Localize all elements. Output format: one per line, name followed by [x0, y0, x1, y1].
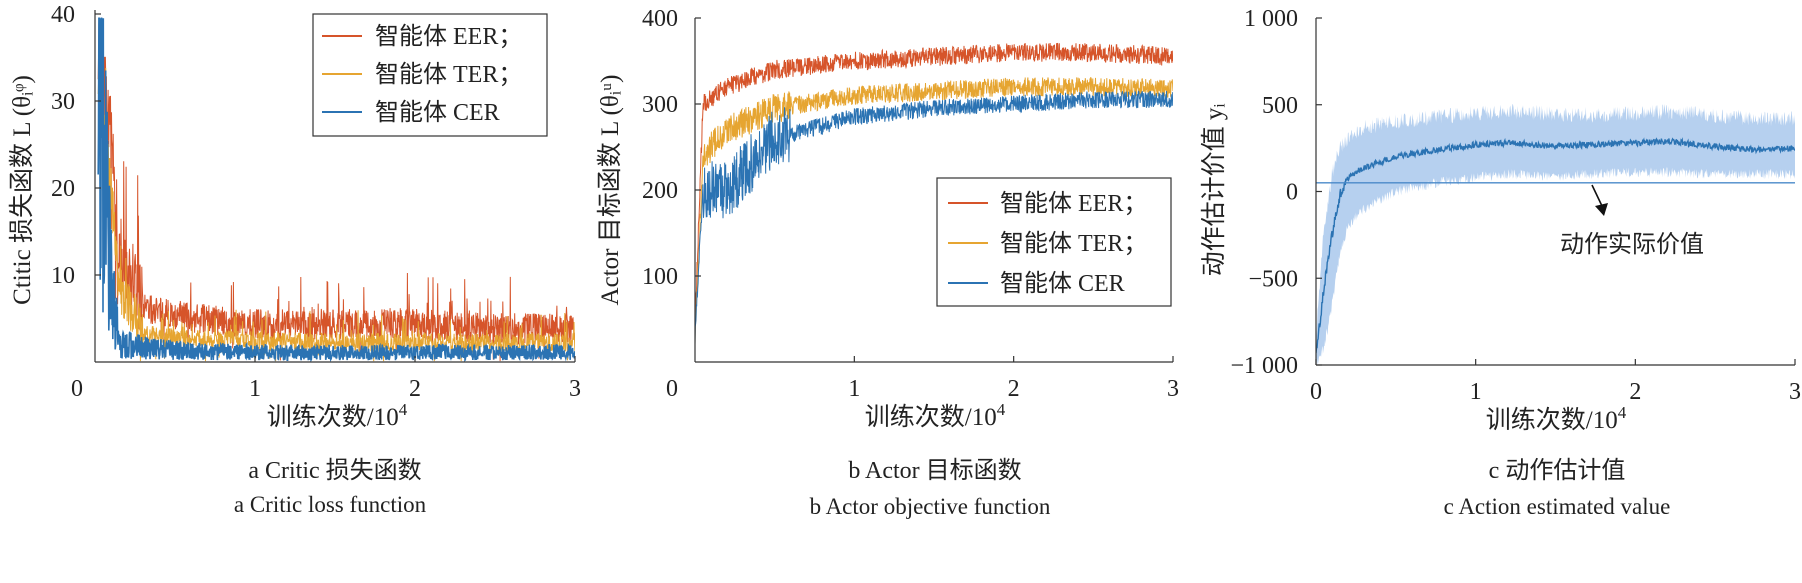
panel-c-action-estimate: 0 1 2 3 −1 000 −500 0 500 1 000 训练次数/104 动作估计价值 …: [1200, 6, 1801, 519]
panel-0-y-tick-label: 10: [51, 263, 75, 289]
panel-0-x-tick-label: 1: [249, 376, 261, 402]
panel-a-caption-en: a Critic loss function: [234, 492, 427, 517]
panel-a-caption-cn: a Critic 损失函数: [248, 457, 421, 484]
panel-2-x-tick-label: 0: [1310, 379, 1322, 405]
panel-b-series-0: [695, 42, 1173, 338]
panel-c-annotation-arrow-line: [1591, 184, 1603, 207]
panel-2-y-tick-label: 500: [1262, 93, 1298, 119]
panel-a-critic-loss: 1 2 3 10 20 30 40 0 训练次数/104 Ctitic 损失函数 L (θᵢ…: [8, 2, 581, 517]
panel-0-y-tick-label: 20: [51, 176, 75, 202]
panel-a-plot-area: [97, 17, 575, 362]
panel-a-series-0: [97, 22, 575, 362]
panel-b-actor-objective: 1 2 3 100 200 300 400 0 训练次数/104 Actor 目标函数 L …: [596, 6, 1179, 519]
panel-c-caption-en: c Action estimated value: [1444, 494, 1671, 519]
panel-1-x-tick-label: 3: [1167, 376, 1179, 402]
panel-c-series-line: [1316, 137, 1795, 354]
panel-1-x-tick-label: 1: [848, 376, 860, 402]
panel-0-x-tick-label: 3: [569, 376, 581, 402]
panel-b-caption-cn: b Actor 目标函数: [848, 457, 1021, 484]
panel-2-y-tick-label: −500: [1248, 266, 1298, 292]
panel-c-plot-area: [1316, 104, 1795, 365]
panel-a-ticks: 1 2 3 10 20 30 40: [51, 2, 581, 402]
panel-b-legend-eer: 智能体 EER；: [1000, 190, 1147, 217]
panel-b-legend-cer: 智能体 CER: [1000, 270, 1125, 297]
panel-b-series-2: [695, 90, 1173, 345]
panel-2-x-tick-label: 2: [1629, 379, 1641, 405]
panel-2-y-tick-label: 0: [1286, 180, 1298, 206]
panel-2-x-tick-label: 3: [1789, 379, 1801, 405]
panel-c-annotation-arrowhead: [1595, 203, 1608, 216]
panel-a-legend-cer: 智能体 CER: [375, 99, 500, 126]
panel-1-y-tick-label: 200: [642, 178, 678, 204]
panel-1-y-tick-label: 100: [642, 264, 678, 290]
panel-b-series-1: [695, 76, 1173, 345]
panel-a-x-axis-label: 训练次数/104: [267, 400, 408, 431]
panel-a-legend: 智能体 EER； 智能体 TER； 智能体 CER: [312, 13, 548, 137]
panel-b-x-axis-label: 训练次数/104: [865, 400, 1006, 431]
panel-b-origin-label: 0: [666, 376, 678, 402]
panel-b-legend-ter: 智能体 TER；: [1000, 230, 1147, 257]
panel-1-y-tick-label: 300: [642, 92, 678, 118]
panel-b-y-axis-label: Actor 目标函数 L (θᵢᵘ): [596, 75, 624, 306]
panel-c-band: [1316, 104, 1795, 365]
panel-2-y-tick-label: −1 000: [1230, 353, 1298, 379]
panel-a-legend-ter: 智能体 TER；: [375, 61, 522, 88]
panel-2-y-tick-label: 1 000: [1244, 6, 1298, 32]
panel-c-caption-cn: c 动作估计值: [1489, 457, 1626, 484]
panel-b-legend: 智能体 EER； 智能体 TER； 智能体 CER: [936, 177, 1172, 307]
panel-a-origin-label: 0: [71, 376, 83, 402]
panel-1-y-tick-label: 400: [642, 6, 678, 32]
panel-0-y-tick-label: 40: [51, 2, 75, 28]
panel-2-x-tick-label: 1: [1470, 379, 1482, 405]
panel-b-caption-en: b Actor objective function: [810, 494, 1051, 519]
panel-a-series-2: [97, 17, 575, 362]
panel-1-x-tick-label: 2: [1008, 376, 1020, 402]
panel-c-x-axis-label: 训练次数/104: [1486, 403, 1627, 434]
panel-0-y-tick-label: 30: [51, 89, 75, 115]
panel-a-y-axis-label: Ctitic 损失函数 L (θᵢᵠ): [8, 75, 36, 305]
panel-c-y-axis-label: 动作估计价值 yᵢ: [1200, 104, 1228, 277]
panel-c-ticks: 0 1 2 3 −1 000 −500 0 500 1 000: [1230, 6, 1801, 405]
panel-c-annotation-label: 动作实际价值: [1560, 231, 1704, 258]
panel-b-plot-area: [695, 42, 1173, 345]
panel-a-legend-eer: 智能体 EER；: [375, 23, 522, 50]
panel-c-annotation: 动作实际价值: [1560, 184, 1704, 258]
panel-0-x-tick-label: 2: [409, 376, 421, 402]
panel-b-ticks: 1 2 3 100 200 300 400: [642, 6, 1179, 402]
